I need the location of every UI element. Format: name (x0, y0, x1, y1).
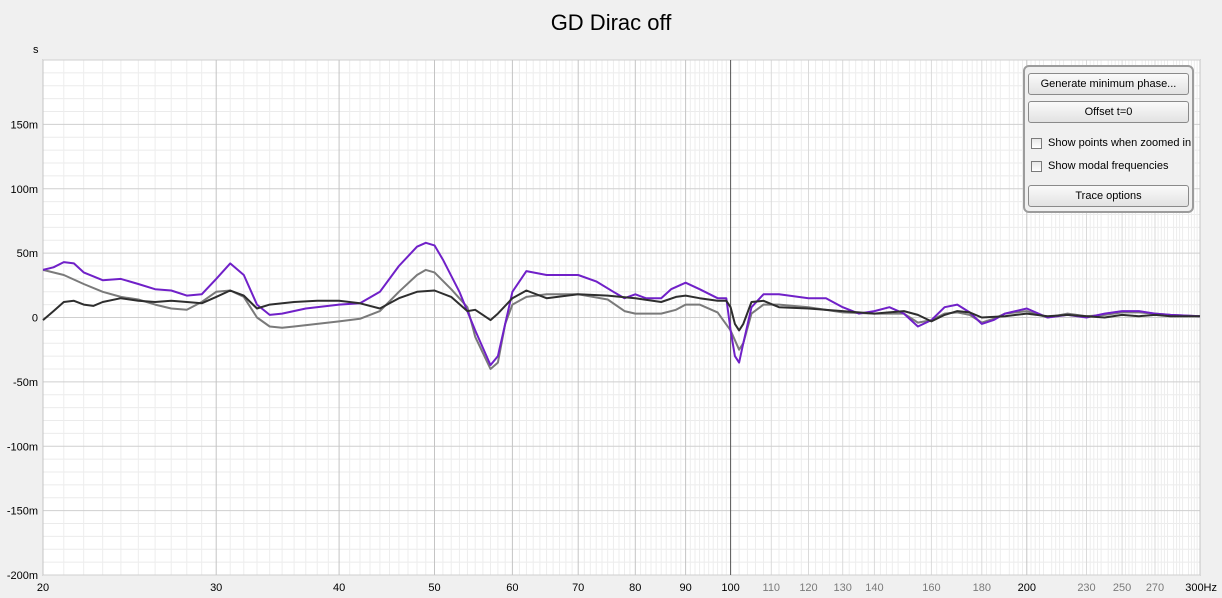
grid-major (42, 59, 1201, 576)
y-tick-label: 100m (10, 184, 38, 196)
x-tick-label: 100 (721, 582, 739, 594)
x-tick-label: 50 (428, 582, 440, 594)
chart-title: GD Dirac off (550, 10, 672, 35)
x-tick-label: 90 (679, 582, 691, 594)
x-tick-label-minor: 120 (799, 582, 817, 594)
show-points-row[interactable]: Show points when zoomed in (1031, 137, 1191, 149)
x-tick-label-minor: 250 (1113, 582, 1131, 594)
x-tick-label-minor: 230 (1077, 582, 1095, 594)
x-tick-label-minor: 140 (865, 582, 883, 594)
show-modal-label: Show modal frequencies (1048, 160, 1169, 172)
show-points-label: Show points when zoomed in (1048, 137, 1192, 149)
x-tick-label-minor: 180 (973, 582, 991, 594)
y-tick-label: 0 (32, 313, 38, 325)
show-points-checkbox[interactable] (1031, 137, 1042, 149)
y-tick-label: -150m (7, 506, 38, 518)
y-tick-label: -50m (13, 377, 38, 389)
x-tick-label-minor: 270 (1146, 582, 1164, 594)
x-tick-label: 30 (210, 582, 222, 594)
x-tick-label: 40 (333, 582, 345, 594)
controls-panel: Generate minimum phase... Offset t=0 Sho… (1023, 65, 1194, 213)
x-tick-label-minor: 110 (763, 582, 781, 594)
x-axis-labels: 20 30 40 50 60 70 80 90 100 200 300Hz 110 120 130 140 1… (37, 582, 1217, 594)
x-tick-label: 70 (572, 582, 584, 594)
y-tick-label: -200m (7, 570, 38, 582)
show-modal-row[interactable]: Show modal frequencies (1031, 160, 1168, 172)
trace-options-button[interactable]: Trace options (1028, 185, 1189, 207)
y-axis-labels: 150m 100m 50m 0 -50m -100m -150m -200m (7, 119, 38, 582)
x-tick-label: 60 (506, 582, 518, 594)
y-tick-label: 150m (10, 119, 38, 131)
generate-minimum-phase-button[interactable]: Generate minimum phase... (1028, 73, 1189, 95)
y-tick-label: 50m (17, 248, 38, 260)
show-modal-checkbox[interactable] (1031, 160, 1042, 172)
x-tick-label: 300Hz (1185, 582, 1217, 594)
x-tick-label: 200 (1018, 582, 1036, 594)
series-line-3 (42, 289, 1200, 332)
y-tick-label: -100m (7, 441, 38, 453)
x-tick-label: 20 (37, 582, 49, 594)
offset-t0-button[interactable]: Offset t=0 (1028, 101, 1189, 123)
x-tick-label: 80 (629, 582, 641, 594)
x-tick-label-minor: 130 (834, 582, 852, 594)
x-tick-label-minor: 160 (922, 582, 940, 594)
series-layer (42, 241, 1201, 370)
y-axis-unit-label: s (33, 44, 39, 56)
